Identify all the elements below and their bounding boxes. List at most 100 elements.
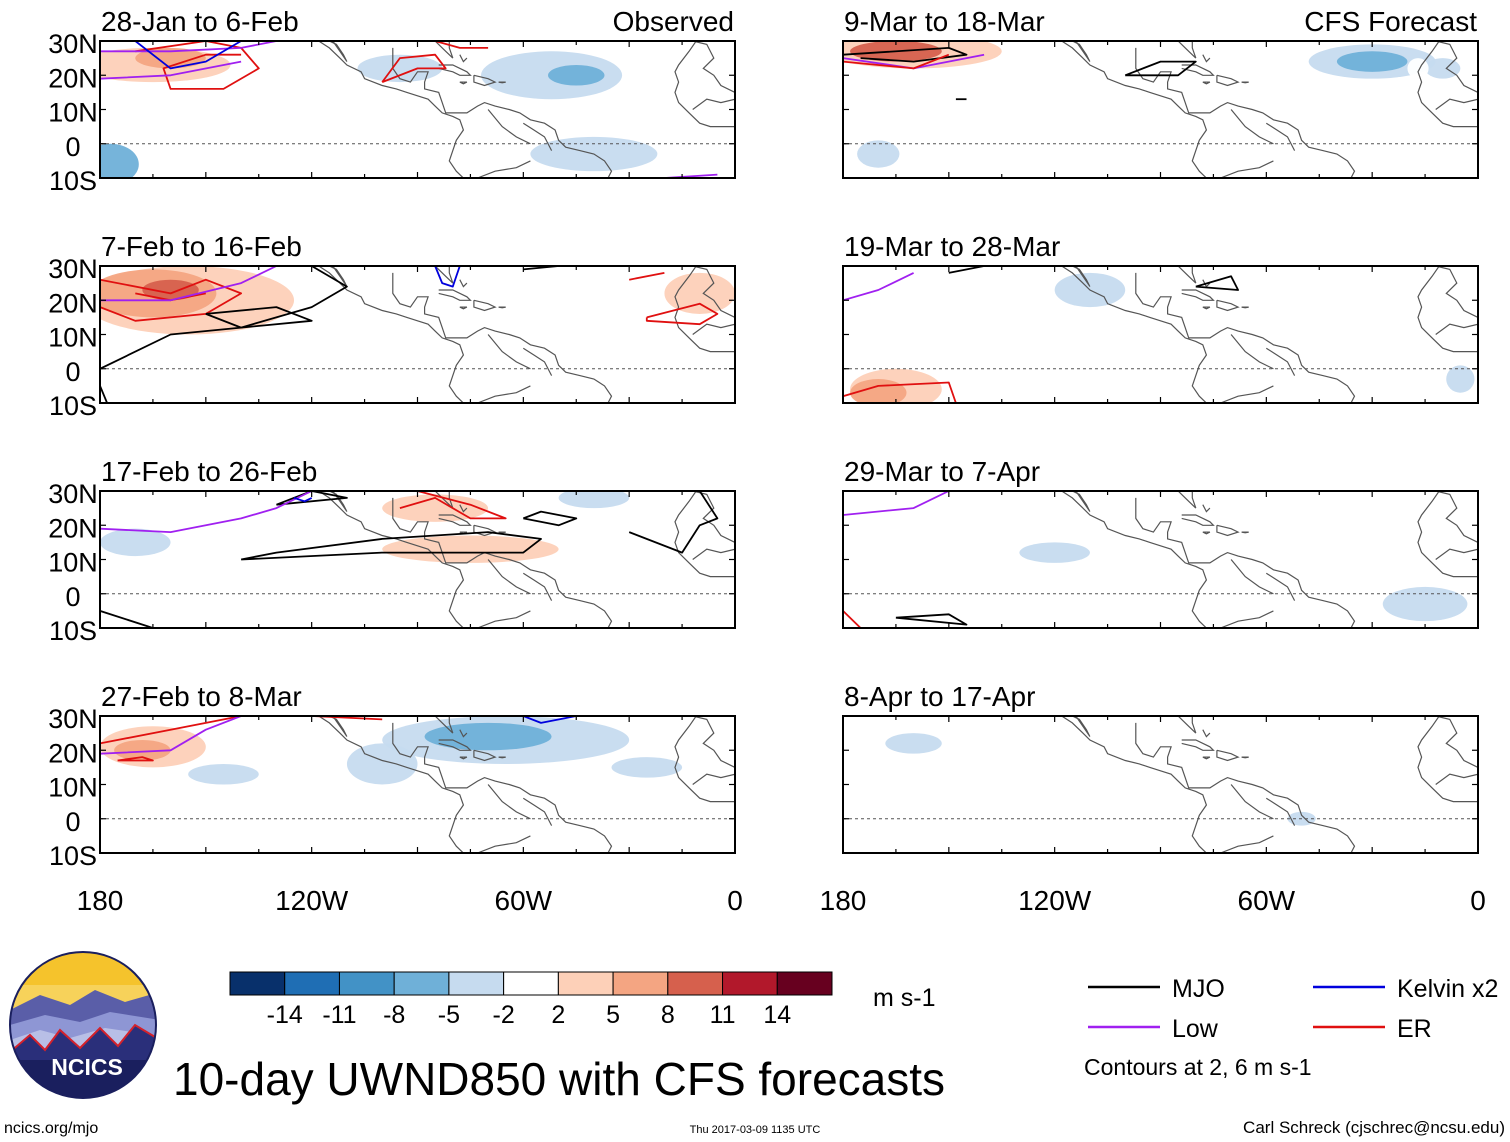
x-tick-label: 60W (1238, 885, 1296, 916)
coastline (318, 41, 465, 178)
panel-4: 30N 20N 10N 0 10S 27-Feb to 8-Mar (48, 681, 736, 871)
coastline (417, 266, 454, 284)
contour-mjo (100, 610, 154, 628)
x-tick-label: 60W (495, 885, 553, 916)
coastline (1202, 81, 1211, 85)
legend-note: Contours at 2, 6 m s-1 (1084, 1054, 1312, 1080)
coastline (487, 784, 531, 820)
anomaly-blob (1407, 58, 1429, 79)
coastline (1202, 531, 1211, 535)
anomaly-blob (382, 535, 559, 563)
contour-kelvin-x2 (134, 41, 242, 70)
page-title: 10-day UWND850 with CFS forecasts (173, 1053, 945, 1105)
coastline (1202, 756, 1211, 760)
coastline (459, 756, 468, 760)
coastline (674, 716, 735, 803)
contour-er (399, 491, 507, 520)
panel-plot-area (100, 266, 735, 403)
coastline (1417, 716, 1478, 803)
panel-2: 30N 20N 10N 0 10S 7-Feb to 16-Feb (48, 231, 736, 421)
panel-5: 9-Mar to 18-Mar CFS Forecast (842, 6, 1479, 179)
author-label: Carl Schreck (cjschrec@ncsu.edu) (1243, 1118, 1505, 1137)
coastline (487, 334, 531, 370)
coastline (1435, 716, 1478, 768)
y-tick-label: 0 (65, 357, 80, 387)
coastline (477, 385, 531, 403)
coastline (1135, 272, 1356, 403)
anomaly-blob (1019, 542, 1090, 563)
colorbar-tick-label: 2 (551, 1001, 565, 1029)
anomaly-blob (1061, 348, 1119, 362)
coastline (1181, 289, 1215, 301)
coastline (417, 41, 454, 59)
coastline (392, 47, 613, 178)
coastline (1160, 266, 1197, 284)
panel-plot-area (843, 491, 1478, 628)
contour-er (100, 278, 243, 322)
anomaly-blob (357, 54, 443, 83)
coastline (1417, 41, 1478, 128)
colorbar-swatch (557, 971, 614, 996)
colorbar-tick-label: -5 (438, 1001, 460, 1029)
coastline (417, 491, 454, 509)
y-tick-label: 10S (49, 166, 97, 196)
coastline (1265, 572, 1296, 601)
anomaly-blob (424, 722, 552, 751)
anomaly-blob (188, 763, 259, 785)
contour-kelvin-x2 (434, 266, 461, 288)
coastline (1230, 559, 1274, 595)
colorbar-swatch (612, 971, 669, 996)
coastline (1065, 716, 1091, 737)
anomaly-blob (1425, 58, 1461, 79)
coastline (1202, 729, 1211, 738)
coastline (1181, 64, 1215, 76)
coastline (674, 491, 735, 578)
y-tick-label: 30N (48, 479, 98, 509)
coastline (1216, 524, 1240, 537)
coastline (1265, 122, 1296, 151)
coastline (438, 739, 472, 751)
anomaly-blob (142, 279, 199, 301)
colorbar-swatch (448, 971, 505, 996)
y-tick-label: 10S (49, 391, 97, 421)
panel-period-label: 29-Mar to 7-Apr (844, 456, 1040, 487)
panel-background (843, 716, 1478, 853)
coastline (1435, 773, 1478, 785)
coastline (692, 98, 735, 110)
coastline (477, 160, 531, 178)
colorbar-tick-label: 14 (763, 1001, 791, 1029)
contour-mjo (628, 491, 719, 554)
x-tick-label: 120W (1018, 885, 1092, 916)
anomaly-blob (1382, 586, 1468, 622)
coastline (1220, 835, 1274, 853)
coastline (498, 306, 506, 309)
coastline (1135, 497, 1356, 628)
anomaly-blob (276, 566, 524, 601)
coastline (1435, 98, 1478, 110)
anomaly-blob (857, 140, 900, 168)
contour-er (117, 756, 154, 762)
coastline (1265, 797, 1296, 826)
coastline (692, 491, 735, 543)
coastline (1216, 74, 1240, 87)
contour-er (629, 272, 665, 281)
y-tick-label: 20N (48, 738, 98, 768)
coastline (392, 722, 613, 853)
anomaly-blob (100, 143, 139, 178)
coastline (417, 716, 454, 734)
colorbar-swatch (229, 971, 286, 996)
contour-legend: MJO Kelvin x2 Low ER Contours at 2, 6 m s-1 (1084, 975, 1498, 1080)
coastline (692, 548, 735, 560)
coastline (1230, 109, 1274, 145)
contour-low (100, 266, 277, 302)
coastline (1241, 531, 1249, 534)
anomaly-blob (114, 739, 171, 761)
coastline (1241, 756, 1249, 759)
observed-label: Observed (613, 6, 734, 37)
colorbar-units: m s-1 (873, 984, 936, 1012)
contour-mjo (240, 531, 542, 561)
coastline (522, 347, 553, 376)
coastline (1220, 610, 1274, 628)
